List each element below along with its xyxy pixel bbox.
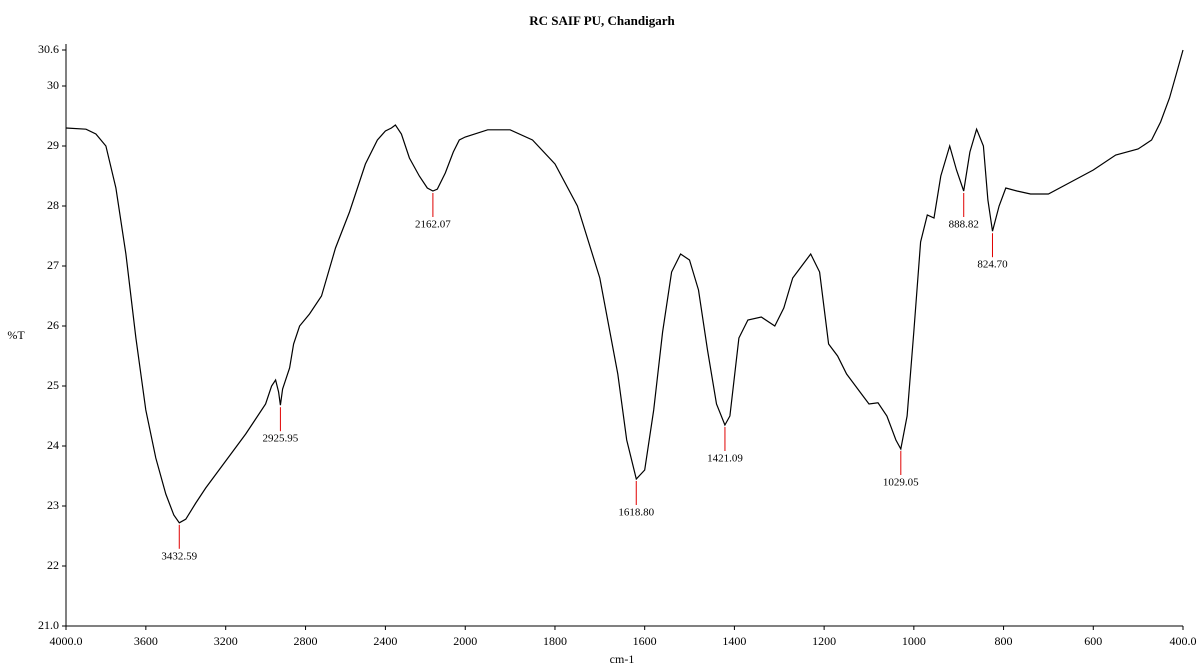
x-tick-label: 2800 bbox=[294, 634, 318, 648]
x-tick-label: 1400 bbox=[722, 634, 746, 648]
peak-label: 1618.80 bbox=[618, 507, 654, 519]
y-tick-label: 27 bbox=[47, 258, 59, 272]
x-tick-label: 800 bbox=[995, 634, 1013, 648]
y-tick-label: 25 bbox=[47, 378, 59, 392]
peak-label: 888.82 bbox=[949, 219, 979, 231]
x-tick-label: 3600 bbox=[134, 634, 158, 648]
x-tick-label: 2400 bbox=[373, 634, 397, 648]
y-tick-label: 24 bbox=[47, 438, 59, 452]
chart-title: RC SAIF PU, Chandigarh bbox=[529, 13, 675, 28]
x-tick-label: 1800 bbox=[543, 634, 567, 648]
x-tick-label: 1200 bbox=[812, 634, 836, 648]
y-tick-label: 26 bbox=[47, 318, 59, 332]
x-tick-label: 2000 bbox=[453, 634, 477, 648]
x-tick-label: 3200 bbox=[214, 634, 238, 648]
peak-label: 3432.59 bbox=[161, 550, 197, 562]
y-tick-label: 22 bbox=[47, 558, 59, 572]
peak-label: 1421.09 bbox=[707, 453, 743, 465]
spectrum-line bbox=[65, 49, 1184, 524]
y-tick-label: 30 bbox=[47, 78, 59, 92]
y-tick-label: 28 bbox=[47, 198, 59, 212]
x-tick-label: 4000.0 bbox=[50, 634, 83, 648]
x-axis-label: cm-1 bbox=[610, 652, 635, 666]
y-tick-label: 29 bbox=[47, 138, 59, 152]
peak-label: 2925.95 bbox=[263, 433, 299, 445]
x-tick-label: 600 bbox=[1084, 634, 1102, 648]
y-axis-label: %T bbox=[7, 328, 25, 342]
y-tick-label: 21.0 bbox=[38, 618, 59, 632]
peak-label: 1029.05 bbox=[883, 477, 919, 489]
x-tick-label: 400.0 bbox=[1170, 634, 1197, 648]
y-tick-label: 30.6 bbox=[38, 42, 59, 56]
peak-label: 2162.07 bbox=[415, 219, 451, 231]
x-tick-label: 1000 bbox=[902, 634, 926, 648]
x-tick-label: 1600 bbox=[633, 634, 657, 648]
y-tick-label: 23 bbox=[47, 498, 59, 512]
peak-label: 824.70 bbox=[977, 259, 1008, 271]
